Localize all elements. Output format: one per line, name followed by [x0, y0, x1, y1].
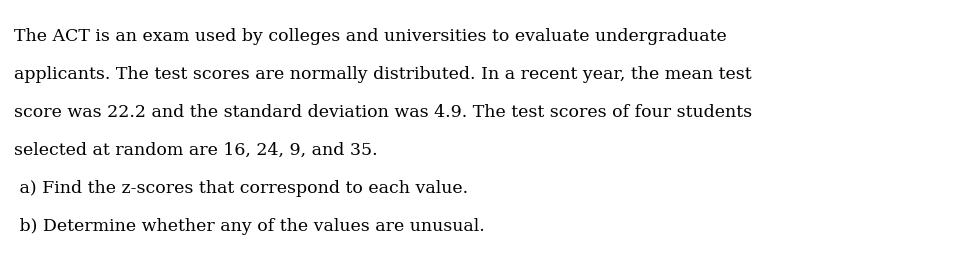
Text: b) Determine whether any of the values are unusual.: b) Determine whether any of the values a…: [14, 218, 485, 235]
Text: selected at random are 16, 24, 9, and 35.: selected at random are 16, 24, 9, and 35…: [14, 142, 378, 159]
Text: score was 22.2 and the standard deviation was 4.9. The test scores of four stude: score was 22.2 and the standard deviatio…: [14, 104, 753, 121]
Text: The ACT is an exam used by colleges and universities to evaluate undergraduate: The ACT is an exam used by colleges and …: [14, 28, 726, 45]
Text: a) Find the z-scores that correspond to each value.: a) Find the z-scores that correspond to …: [14, 180, 469, 197]
Text: applicants. The test scores are normally distributed. In a recent year, the mean: applicants. The test scores are normally…: [14, 66, 752, 83]
